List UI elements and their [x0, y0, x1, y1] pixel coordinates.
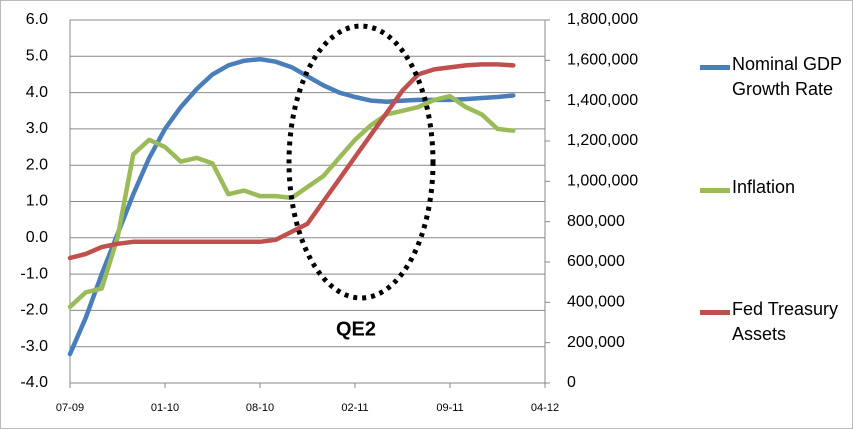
x-tick-label: 02-11	[341, 402, 368, 414]
x-tick-label: 08-10	[246, 402, 274, 414]
y-tick-label: -3.0	[20, 338, 48, 355]
x-tick-label: 01-10	[151, 402, 179, 414]
legend-swatch	[700, 65, 730, 70]
x-tick-label: 07-09	[56, 402, 84, 414]
y2-tick-label: 400,000	[567, 294, 625, 311]
highlight-ellipse	[286, 23, 436, 301]
legend-label: Nominal GDP Growth Rate	[732, 54, 842, 99]
y2-tick-label: 1,600,000	[567, 52, 638, 69]
y2-tick-label: 1,000,000	[567, 173, 638, 190]
y2-tick-label: 0	[567, 374, 576, 391]
y-tick-label: -1.0	[20, 265, 48, 282]
y-tick-label: 2.0	[26, 156, 48, 173]
y2-tick-label: 800,000	[567, 213, 625, 230]
y2-tick-label: 200,000	[567, 334, 625, 351]
y2-tick-label: 1,200,000	[567, 132, 638, 149]
x-tick-label: 04-12	[531, 402, 559, 414]
annotation: QE2	[336, 318, 376, 340]
y-tick-label: 6.0	[26, 11, 48, 28]
legend-label: Fed Treasury Assets	[732, 299, 839, 344]
series-line	[67, 62, 516, 261]
legend-swatch	[700, 310, 730, 315]
y-tick-label: 4.0	[26, 84, 48, 101]
y-tick-label: 5.0	[26, 48, 48, 65]
y2-tick-label: 600,000	[567, 253, 625, 270]
y2-tick-label: 1,800,000	[567, 11, 638, 28]
legend-label: Inflation	[732, 177, 796, 197]
y-tick-label: -4.0	[20, 374, 48, 391]
y-tick-label: 1.0	[26, 193, 48, 210]
x-tick-label: 09-11	[436, 402, 463, 414]
y-tick-label: 3.0	[26, 120, 48, 137]
y-tick-label: -2.0	[20, 302, 48, 319]
y-tick-label: 0.0	[26, 229, 48, 246]
y2-tick-label: 1,400,000	[567, 92, 638, 109]
legend-swatch	[700, 188, 730, 193]
